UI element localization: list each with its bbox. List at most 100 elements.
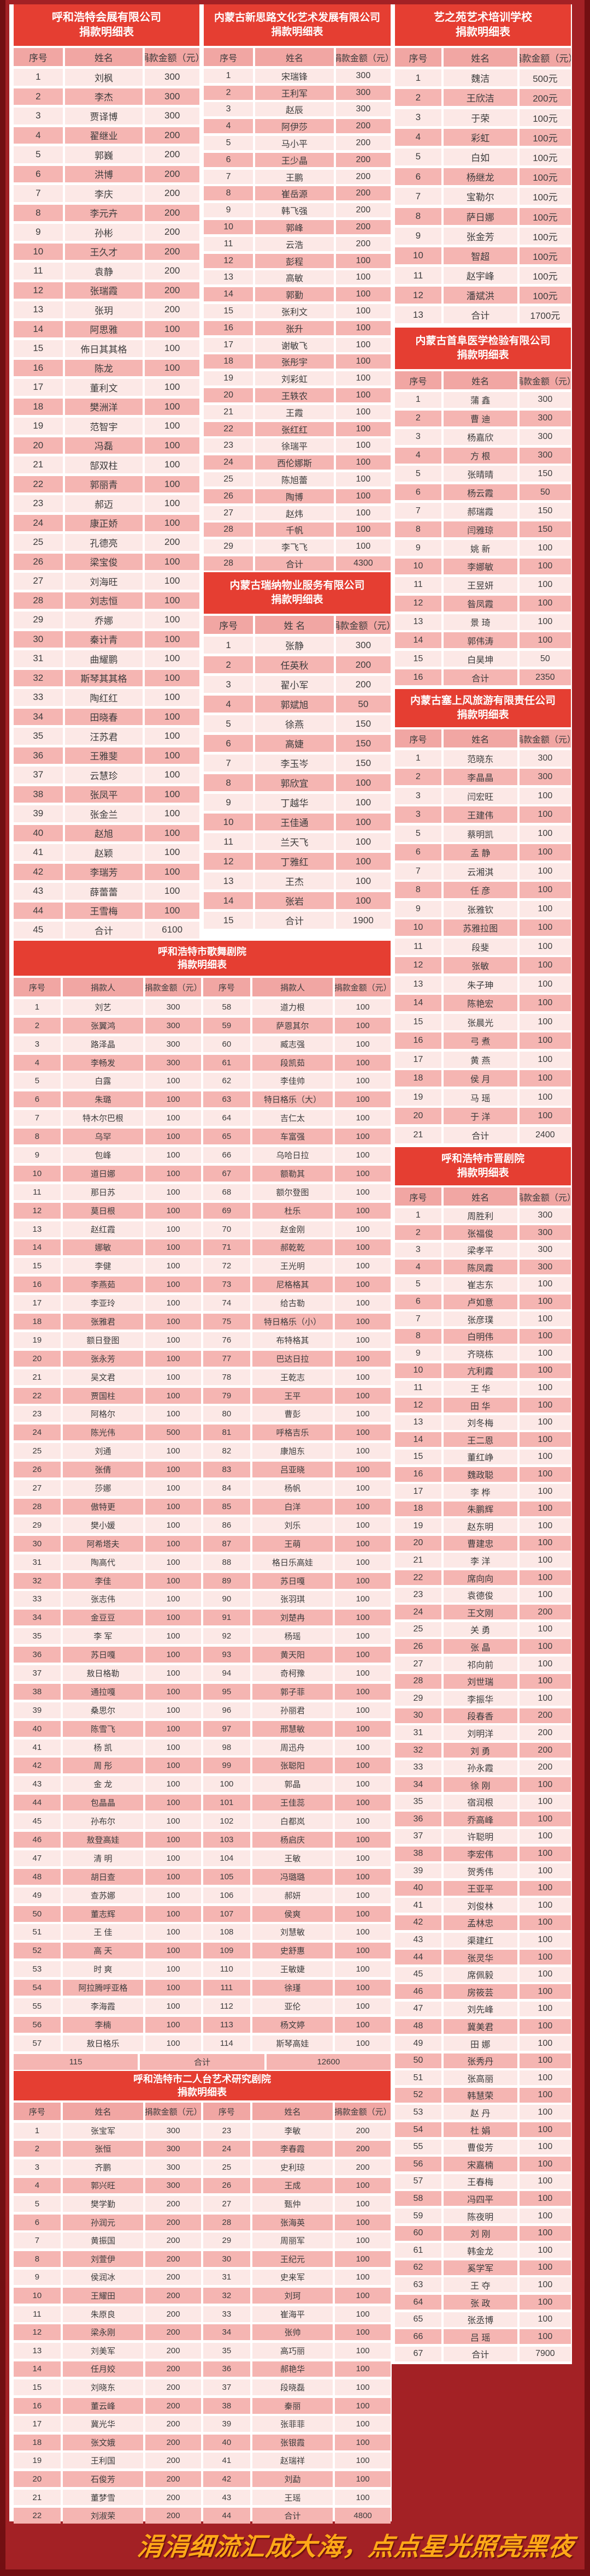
table-row: 7 李玉岑 150 — [204, 755, 391, 771]
cell-name: 张金芳 — [443, 227, 517, 245]
table-title-line: 捐款明细表 — [178, 959, 227, 970]
cell-amount: 200 — [145, 2342, 201, 2359]
cell-seq: 99 — [203, 1758, 250, 1774]
cell-amount: 100 — [145, 1998, 201, 2014]
cell-amount: 100 — [335, 1498, 391, 1515]
table-row: 7 黄振国 200 29 周丽军 100 — [14, 2233, 391, 2249]
table-row: 51 张高丽 100 — [395, 2070, 571, 2086]
cell-seq: 21 — [395, 1553, 441, 1568]
cell-seq: 83 — [203, 1462, 250, 1478]
cell-amount: 100 — [145, 1129, 201, 1145]
cell-seq: 16 — [395, 1032, 441, 1049]
cell-amount: 100 — [145, 437, 199, 454]
cell-name: 道力根 — [252, 999, 333, 1015]
cell-seq: 37 — [203, 2379, 250, 2395]
cell-amount: 100 — [145, 1314, 201, 1330]
cell-seq: 6 — [395, 844, 441, 860]
cell-seq: 12 — [395, 287, 441, 304]
cell-seq: 14 — [14, 2361, 61, 2377]
table-row: 18 樊洲洋 100 — [14, 398, 199, 415]
cell-seq: 45 — [395, 1967, 441, 1982]
cell-seq: 10 — [395, 919, 441, 936]
cell-amount: 100 — [145, 340, 199, 357]
cell-amount: 100 — [519, 1070, 571, 1087]
cell-amount: 100 — [145, 456, 199, 473]
cell-amount: 100 — [335, 1610, 391, 1626]
cell-name: 陈光伟 — [62, 1424, 144, 1441]
cell-amount: 100 — [335, 1277, 391, 1293]
cell-seq: 35 — [395, 1794, 441, 1809]
cell-name: 乌罕 — [62, 1129, 144, 1145]
cell-amount: 100 — [335, 2016, 391, 2033]
cell-name: 孙布尔 — [62, 1813, 144, 1830]
cell-name: 孙润元 — [62, 2214, 144, 2230]
cell-seq: 8 — [395, 521, 441, 538]
cell-seq: 22 — [204, 422, 253, 436]
cell-amount: 100 — [519, 1398, 571, 1413]
table-row: 35 李 军 100 92 杨瑶 100 — [14, 1628, 391, 1645]
cell-seq: 3 — [204, 102, 253, 117]
cell-seq: 7 — [395, 1311, 441, 1327]
cell-amount: 100 — [519, 2225, 571, 2241]
table-title-line: 内蒙古瑞纳物业服务有限公司 — [229, 580, 365, 592]
cell-amount: 100 — [335, 1795, 391, 1811]
table-row: 20 张永芳 100 77 巴达日拉 100 — [14, 1350, 391, 1367]
table-row: 13 王杰 100 — [204, 872, 391, 889]
cell-seq: 19 — [14, 2453, 61, 2469]
table-title-line: 呼和浩特市歌舞剧院 — [158, 946, 246, 957]
cell-name: 樊洲洋 — [64, 398, 143, 415]
cell-seq: 18 — [14, 398, 63, 415]
cell-amount: 100 — [519, 2019, 571, 2034]
cell-amount: 100 — [335, 1702, 391, 1718]
cell-name: 陈凤霞 — [443, 1260, 517, 1275]
cell-name: 宋嘉楠 — [443, 2157, 517, 2172]
cell-seq: 53 — [14, 1961, 61, 1978]
table-row: 16 弓 煮 100 — [395, 1032, 571, 1049]
cell-amount: 100 — [519, 1691, 571, 1706]
cell-name: 袁德俊 — [443, 1587, 517, 1602]
table-row: 27 刘海旺 100 — [14, 573, 199, 590]
cell-seq: 17 — [204, 337, 253, 352]
cell-name: 任月姣 — [62, 2361, 144, 2377]
cell-seq: 1 — [395, 750, 441, 767]
cell-name: 乔娜 — [64, 612, 143, 628]
cell-amount: 300 — [335, 68, 391, 83]
cell-amount: 100 — [335, 1387, 391, 1404]
table-row: 50 董志辉 100 107 侯爽 100 — [14, 1906, 391, 1922]
table-row: 46 敖登高娃 100 103 杨启庆 100 — [14, 1831, 391, 1848]
cell-amount: 100元 — [519, 287, 571, 304]
cell-amount: 200 — [519, 1725, 571, 1741]
table-row: 31 曲耀鹏 100 — [14, 650, 199, 667]
cell-name: 姓名 — [443, 371, 517, 389]
table-row: 3 闫宏旺 100 — [395, 787, 571, 804]
cell-name: 金豆豆 — [62, 1610, 144, 1626]
cell-seq: 113 — [203, 2016, 250, 2033]
table-row: 5 郭巍 200 — [14, 146, 199, 163]
table-row: 31 刘明洋 200 — [395, 1725, 571, 1741]
cell-name: 李佳 — [62, 1572, 144, 1589]
cell-amount: 200 — [335, 135, 391, 150]
cell-name: 陈艳宏 — [443, 995, 517, 1011]
cell-seq: 101 — [203, 1795, 250, 1811]
table-title: 内蒙古瑞纳物业服务有限公司 捐款明细表 — [204, 572, 391, 614]
table-huizhan: 呼和浩特会展有限公司捐款明细表序号姓名捐款金额（元）1刘枫3002李杰3003贾… — [14, 4, 199, 941]
cell-name: 张 政 — [443, 2295, 517, 2310]
cell-amount: 100 — [519, 1432, 571, 1447]
table-row: 41 赵颖 100 — [14, 844, 199, 861]
cell-seq: 7 — [14, 2233, 61, 2249]
cell-name: 白昊坤 — [443, 651, 517, 667]
cell-name: 徐 刚 — [443, 1777, 517, 1792]
cell-amount: 200 — [519, 1605, 571, 1620]
cell-amount: 100 — [335, 1406, 391, 1422]
cell-seq: 33 — [395, 1760, 441, 1775]
cell-name: 袁静 — [64, 263, 143, 280]
cell-name: 李宏伟 — [443, 1846, 517, 1861]
table-title-line: 捐款明细表 — [457, 349, 509, 361]
cell-name: 丁雅红 — [255, 853, 334, 870]
cell-seq: 16 — [395, 1467, 441, 1482]
cell-amount: 200 — [145, 224, 199, 241]
cell-seq: 11 — [204, 833, 253, 850]
cell-amount: 100 — [335, 506, 391, 520]
table-row: 19 马 瑶 100 — [395, 1089, 571, 1106]
